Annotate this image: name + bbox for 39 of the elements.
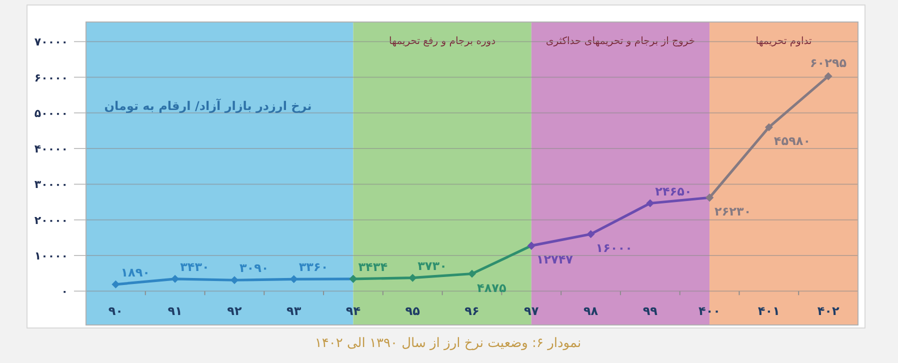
x-tick-label: ۹۸ — [583, 304, 599, 318]
data-label: ۴۵۹۸۰ — [774, 134, 811, 148]
y-tick-label: ۳۰۰۰۰ — [34, 178, 68, 192]
data-label: ۱۶۰۰۰ — [596, 241, 632, 256]
data-label: ۲۶۲۳۰ — [714, 204, 752, 219]
x-tick-label: ۹۳ — [286, 304, 302, 318]
data-label: ۳۳۶۰ — [298, 260, 328, 274]
y-tick-label: ۵۰۰۰۰ — [34, 106, 68, 120]
x-tick-label: ۴۰۱ — [758, 304, 780, 318]
x-tick-label: ۹۷ — [524, 304, 540, 318]
data-label: ۳۴۳۴ — [358, 260, 388, 274]
text: نمودار ۶: وضعیت نرخ ارز از سال ۱۳۹۰ الی ۱۴۰۲ — [314, 336, 582, 351]
x-tick-label: ۹۴ — [346, 304, 361, 318]
x-tick-label: ۹۲ — [227, 304, 242, 318]
data-label: ۳۰۹۰ — [239, 261, 269, 276]
y-tick-label: ۲۰۰۰۰ — [34, 214, 68, 227]
data-label: ۲۴۶۵۰ — [655, 184, 692, 198]
band-label: تداوم تحریمها — [756, 36, 812, 47]
data-label: ۴۸۷۵ — [477, 280, 506, 295]
y-tick-label: ۱۰۰۰۰ — [34, 249, 68, 262]
data-label: ۱۲۷۴۷ — [536, 252, 574, 267]
band-label: دوره برجام و رفع تحریمها — [389, 36, 496, 47]
x-tick-label: ۹۹ — [642, 304, 658, 318]
y-tick-label: ۶۰۰۰۰ — [34, 71, 68, 84]
y-tick-label: ۷۰۰۰۰ — [34, 36, 68, 49]
x-tick-label: ۹۶ — [464, 304, 480, 318]
y-tick-label: ۴۰۰۰۰ — [34, 142, 68, 156]
x-tick-label: ۴۰۲ — [817, 304, 840, 318]
data-label: ۶۰۲۹۵ — [810, 56, 847, 70]
x-tick-label: ۹۰ — [108, 304, 124, 318]
x-tick-label: ۹۵ — [405, 304, 420, 318]
data-label: ۱۸۹۰ — [120, 265, 150, 280]
data-label: ۳۷۳۰ — [418, 258, 447, 273]
x-tick-label: ۴۰۰ — [698, 304, 721, 318]
x-tick-label: ۹۱ — [168, 304, 182, 318]
y-tick-label: ۰ — [61, 285, 68, 298]
data-label: ۳۴۳۰ — [180, 260, 210, 274]
annotation: نرخ ارزدر بازار آزاد/ ارقام به تومان — [104, 98, 312, 113]
band-label: خروج از برجام و تحریمهای حداکثری — [546, 36, 696, 47]
